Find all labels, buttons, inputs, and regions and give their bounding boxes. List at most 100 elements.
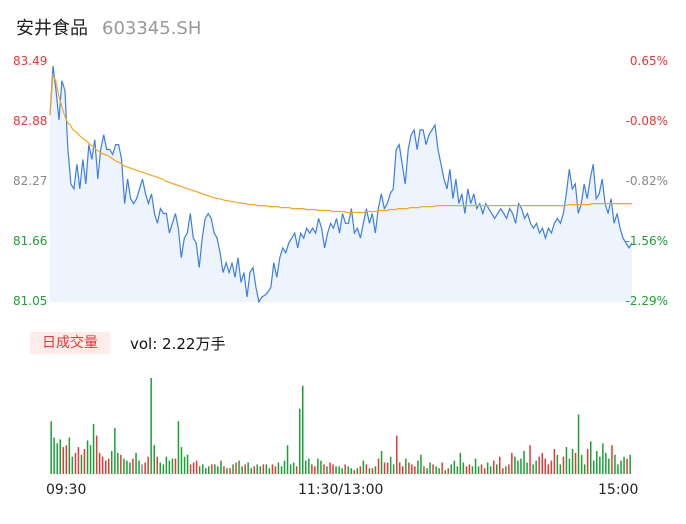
volume-bar <box>356 468 359 474</box>
volume-bar <box>456 466 459 474</box>
volume-bar <box>468 464 471 474</box>
average-price-line <box>49 73 632 214</box>
volume-bar <box>165 456 168 474</box>
volume-bar <box>286 445 289 474</box>
volume-bar <box>56 443 58 474</box>
volume-bar <box>405 458 407 474</box>
volume-bar <box>429 462 431 474</box>
volume-bar <box>586 449 589 474</box>
volume-bar <box>308 458 310 474</box>
volume-bar <box>292 462 295 474</box>
volume-bar <box>359 466 362 474</box>
volume-bar <box>380 451 383 474</box>
volume-bar <box>235 462 237 474</box>
volume-bar <box>474 458 477 474</box>
volume-bar <box>389 456 392 474</box>
volume-bar <box>550 460 553 474</box>
volume-bar <box>411 464 413 474</box>
volume-bar <box>214 464 216 474</box>
volume-bar <box>183 456 186 474</box>
volume-bar <box>426 468 428 474</box>
volume-bar <box>414 466 416 474</box>
volume-bar <box>117 452 119 474</box>
volume-bar <box>608 458 610 474</box>
volume-bar <box>174 458 177 474</box>
volume-bar <box>496 464 498 474</box>
volume-bar <box>347 466 349 474</box>
volume-bar <box>368 468 371 474</box>
volume-bar <box>593 460 595 474</box>
volume-bar <box>189 464 192 474</box>
volume-bar <box>317 458 319 474</box>
volume-bar <box>526 462 528 474</box>
volume-bar <box>605 452 607 474</box>
volume-bar <box>141 464 143 474</box>
volume-bar <box>371 468 374 474</box>
volume-bar <box>386 462 389 474</box>
volume-bar <box>511 452 513 474</box>
volume-bar <box>323 464 325 474</box>
volume-tab[interactable]: 日成交量 <box>30 332 110 354</box>
volume-bar <box>629 454 631 474</box>
volume-bar <box>262 464 265 474</box>
volume-bar <box>92 424 95 474</box>
pct-tick-2: -0.08% <box>625 114 668 128</box>
volume-bar <box>408 462 410 474</box>
pct-tick-1: 0.65% <box>629 54 668 68</box>
volume-bar <box>108 458 110 474</box>
volume-bar <box>392 464 395 474</box>
volume-bar <box>229 468 231 474</box>
volume-bar <box>180 447 183 474</box>
volume-bar <box>305 460 307 474</box>
volume-bar <box>302 385 304 474</box>
volume-bar <box>541 452 543 474</box>
volume-bar <box>438 468 440 474</box>
volume-bar <box>329 462 331 474</box>
volume-bar <box>517 460 519 474</box>
volume-bar <box>111 451 113 474</box>
volume-bar <box>217 466 219 474</box>
volume-bar <box>105 460 107 474</box>
volume-bar <box>135 452 137 474</box>
volume-bar <box>377 458 380 474</box>
volume-bar <box>250 468 252 474</box>
volume-bar <box>256 464 258 474</box>
price-tick-2: 82.88 <box>13 114 48 128</box>
volume-bar <box>335 466 337 474</box>
volume-bar <box>186 454 189 474</box>
volume-bar <box>205 468 207 474</box>
volume-bar <box>465 466 468 474</box>
volume-bar <box>529 445 531 474</box>
price-area-fill <box>50 65 632 303</box>
volume-bar <box>444 470 446 474</box>
volume-bar <box>453 460 456 474</box>
volume-bar <box>462 462 465 474</box>
volume-bar <box>171 458 174 474</box>
volume-bar <box>396 435 398 474</box>
volume-bar <box>101 456 104 474</box>
volume-bar <box>602 443 604 474</box>
volume-bar <box>374 466 377 474</box>
volume-bar <box>596 451 598 474</box>
volume-bar <box>574 452 577 474</box>
volume-bar <box>493 460 495 474</box>
volume-bar <box>568 458 571 474</box>
stock-code: 603345.SH <box>102 18 202 39</box>
volume-bar <box>423 466 425 474</box>
volume-bar <box>350 468 352 474</box>
volume-bar <box>332 464 334 474</box>
volume-bar <box>432 464 434 474</box>
volume-bar <box>344 464 346 474</box>
volume-bar <box>399 462 401 474</box>
volume-bar <box>283 460 286 474</box>
volume-bar <box>226 468 228 474</box>
volume-bar <box>441 462 443 474</box>
volume-bar <box>268 468 271 474</box>
volume-value: vol: 2.22万手 <box>130 335 226 353</box>
volume-bar <box>353 470 355 474</box>
volume-bar <box>150 378 152 474</box>
stock-name: 安井食品 <box>16 18 88 39</box>
volume-bar <box>238 460 240 474</box>
volume-bar <box>311 464 313 474</box>
